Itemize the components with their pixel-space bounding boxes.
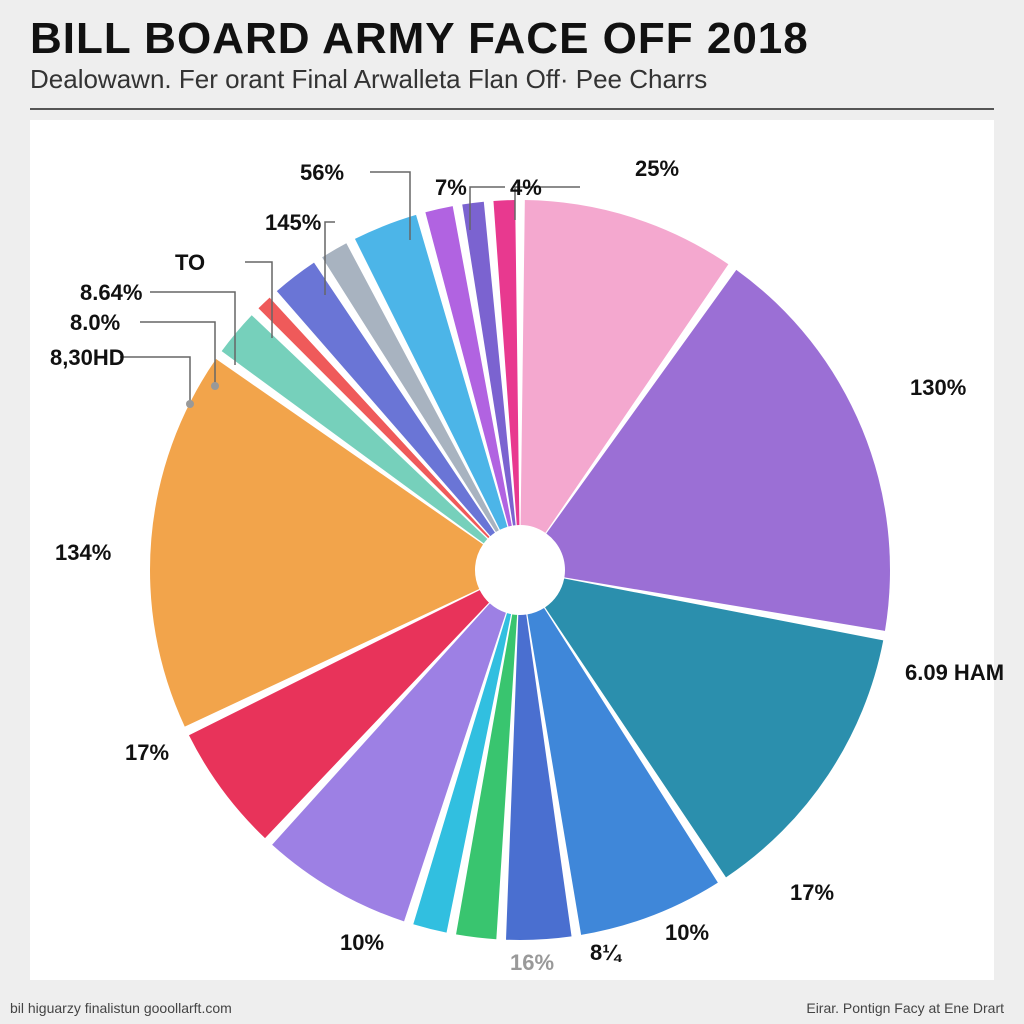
page-title: BILL BOARD ARMY FACE OFF 2018 <box>30 14 809 64</box>
footer-right: Eirar. Pontign Facy at Ene Drart <box>806 1000 1004 1016</box>
pie-label: 10% <box>340 930 384 956</box>
pie-label: 6.09 HAM <box>905 660 1004 686</box>
page-subtitle: Dealowawn. Fer orant Final Arwalleta Fla… <box>30 64 809 95</box>
pie-label: 8.64% <box>80 280 142 306</box>
pie-label: 4% <box>510 175 542 201</box>
footer-left: bil higuarzy finalistun gooollarft.com <box>10 1000 232 1016</box>
pie-label: 130% <box>910 375 966 401</box>
chart-area: 25%130%6.09 HAM17%10%8¼16%10%17%134%8,30… <box>30 120 994 980</box>
pie-label: TO <box>175 250 205 276</box>
pie-label: 8,30HD <box>50 345 125 371</box>
pie-label: 17% <box>125 740 169 766</box>
pie-label: 25% <box>635 156 679 182</box>
pie-label: 7% <box>435 175 467 201</box>
header-rule <box>30 108 994 110</box>
header: BILL BOARD ARMY FACE OFF 2018 Dealowawn.… <box>30 14 809 95</box>
pie-label: 145% <box>265 210 321 236</box>
page-root: BILL BOARD ARMY FACE OFF 2018 Dealowawn.… <box>0 0 1024 1024</box>
pie-label: 16% <box>510 950 554 976</box>
pie-label: 10% <box>665 920 709 946</box>
pie-label: 134% <box>55 540 111 566</box>
pie-callouts: 25%130%6.09 HAM17%10%8¼16%10%17%134%8,30… <box>30 120 994 980</box>
footer: bil higuarzy finalistun gooollarft.com E… <box>10 1000 1004 1016</box>
pie-label: 17% <box>790 880 834 906</box>
pie-label: 8.0% <box>70 310 120 336</box>
pie-label: 8¼ <box>590 940 621 966</box>
pie-label: 56% <box>300 160 344 186</box>
